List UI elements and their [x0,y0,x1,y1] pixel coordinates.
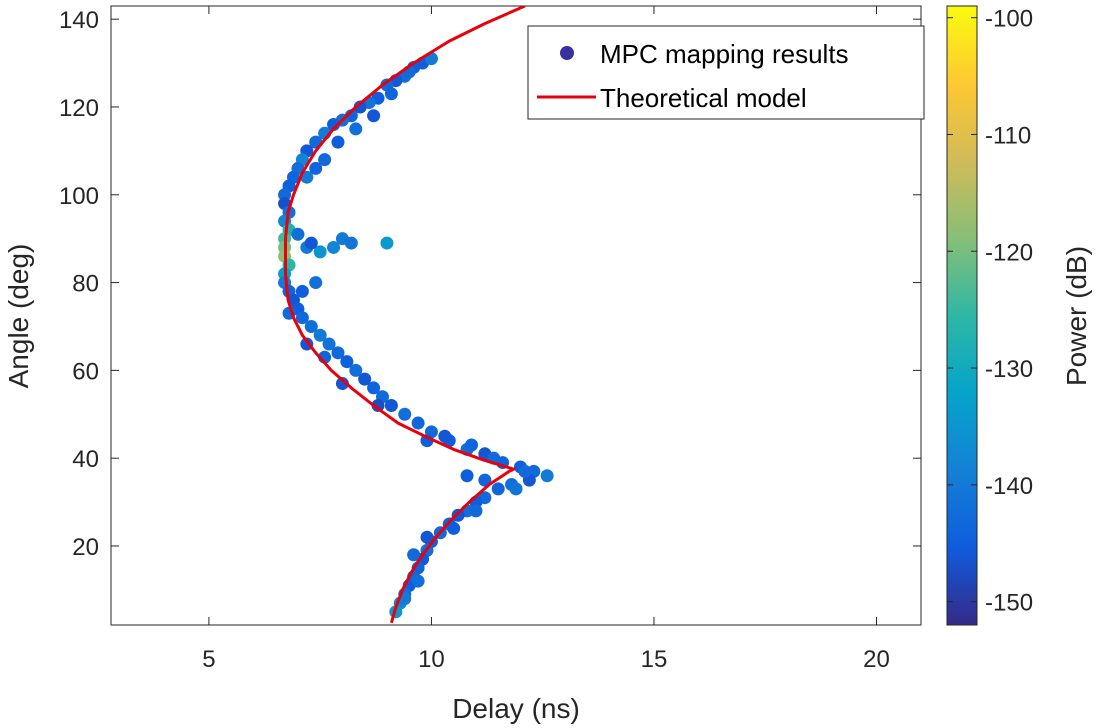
colorbar-title: Power (dB) [1061,246,1092,386]
y-tick-label: 40 [72,446,99,473]
scatter-point [309,161,323,175]
theoretical-model-line [284,6,526,624]
scatter-point [349,122,363,136]
legend: MPC mapping results Theoretical model [527,25,925,120]
scatter-point [309,276,323,290]
y-axis-title: Angle (deg) [3,244,34,389]
scatter-point [313,328,327,342]
scatter-point [460,469,474,483]
scatter-point [509,482,523,496]
scatter-point [451,508,465,522]
legend-box [527,25,925,120]
scatter-point [331,135,345,149]
scatter-point [300,170,314,184]
colorbar-tick-label: -110 [985,122,1031,149]
legend-label-scatter: MPC mapping results [600,39,849,69]
colorbar-tick-label: -140 [985,473,1033,500]
x-tick-label: 20 [863,646,890,673]
scatter-point [322,337,336,351]
scatter-point [411,574,425,588]
scatter-point [340,355,354,369]
y-tick-label: 120 [59,95,99,122]
scatter-point [353,100,367,114]
scatter-series [278,52,554,619]
x-tick-label: 10 [418,646,445,673]
scatter-point [438,429,452,443]
scatter-point [411,416,425,430]
scatter-point [491,482,505,496]
y-tick-label: 100 [59,183,99,210]
scatter-point [335,377,349,391]
y-axis: 20 40 60 80 100 120 140 [59,7,921,561]
scatter-point [464,438,478,452]
scatter-point [384,398,398,412]
y-tick-label: 60 [72,358,99,385]
theoretical-model-series [284,6,526,624]
colorbar-tick-label: -150 [985,590,1033,617]
scatter-point [384,87,398,101]
colorbar-gradient [946,5,978,626]
scatter-point [407,548,421,562]
legend-marker-scatter [560,46,574,60]
scatter-point [540,469,554,483]
scatter-point [447,521,461,535]
y-tick-label: 80 [72,271,99,298]
legend-label-line: Theoretical model [600,83,807,113]
x-axis: 5 10 15 20 [202,6,890,673]
scatter-point [478,473,492,487]
scatter-point [398,407,412,421]
scatter-point [371,398,385,412]
colorbar: -150 -140 -130 -120 -110 -100 Power (dB) [946,5,1092,626]
colorbar-tick-label: -130 [985,356,1033,383]
scatter-point [518,464,532,478]
x-tick-label: 15 [641,646,668,673]
colorbar-tick-label: -100 [985,6,1033,33]
scatter-point [367,381,381,395]
scatter-point [304,236,318,250]
y-tick-label: 140 [59,7,99,34]
scatter-point [304,319,318,333]
y-tick-label: 20 [72,534,99,561]
scatter-point [469,504,483,518]
x-axis-title: Delay (ns) [452,693,580,724]
scatter-point [318,153,332,167]
scatter-point [295,284,309,298]
colorbar-tick-label: -120 [985,239,1033,266]
scatter-point [331,346,345,360]
scatter-point [420,530,434,544]
scatter-point [349,363,363,377]
scatter-point [327,240,341,254]
scatter-point [295,311,309,325]
scatter-point [380,236,394,250]
x-tick-label: 5 [202,646,215,673]
scatter-point [358,372,372,386]
scatter-point [291,227,305,241]
scatter-point [367,109,381,123]
scatter-point [344,236,358,250]
scatter-point [313,245,327,259]
colorbar-ticks: -150 -140 -130 -120 -110 -100 [947,6,1033,617]
